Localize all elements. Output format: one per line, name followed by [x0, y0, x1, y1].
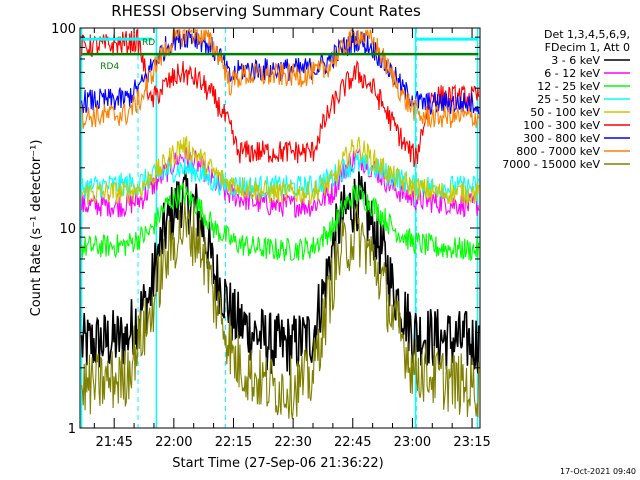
y-tick-label-2: 100: [51, 22, 76, 37]
x-tick-label-1: 22:00: [155, 435, 192, 450]
x-tick-label-5: 23:00: [394, 435, 431, 450]
series-line-3: [81, 153, 480, 201]
series-line-4: [81, 136, 480, 207]
legend-label-3: 25 - 50 keV: [537, 93, 600, 106]
legend-label-2: 12 - 25 keV: [537, 80, 600, 93]
x-tick-label-3: 22:30: [274, 435, 311, 450]
legend-label-4: 50 - 100 keV: [530, 106, 600, 119]
legend-label-8: 7000 - 15000 keV: [502, 158, 600, 171]
series-line-5: [81, 29, 480, 168]
legend-header-0: Det 1,3,4,5,6,9,: [544, 28, 630, 41]
legend-label-6: 300 - 800 keV: [523, 132, 600, 145]
y-axis-label: Count Rate (s⁻¹ detector⁻¹): [29, 140, 44, 317]
x-tick-label-6: 23:15: [453, 435, 490, 450]
legend-label-5: 100 - 300 keV: [523, 119, 600, 132]
plot-frame: [79, 27, 481, 429]
x-tick-label-0: 21:45: [95, 435, 132, 450]
legend-label-0: 3 - 6 keV: [551, 54, 600, 67]
x-axis-label: Start Time (27-Sep-06 21:36:22): [172, 456, 383, 471]
legend-label-7: 800 - 7000 keV: [516, 145, 600, 158]
annotation-rd: RD: [142, 38, 155, 48]
legend-label-1: 6 - 12 keV: [544, 67, 600, 80]
x-tick-label-4: 22:45: [334, 435, 371, 450]
series-line-2: [81, 182, 480, 262]
timestamp: 17-Oct-2021 09:40: [560, 467, 636, 476]
series-line-8: [81, 202, 480, 420]
x-tick-label-2: 22:15: [215, 435, 252, 450]
series-line-7: [81, 28, 480, 129]
y-tick-label-1: 10: [59, 222, 76, 237]
plot-area: RD4 RD: [80, 28, 480, 428]
series-line-1: [81, 147, 480, 218]
legend-header-1: FDecim 1, Att 0: [545, 41, 630, 54]
y-tick-label-0: 1: [68, 422, 76, 437]
annotation-rd4: RD4: [100, 62, 119, 72]
chart-title: RHESSI Observing Summary Count Rates: [111, 2, 421, 20]
